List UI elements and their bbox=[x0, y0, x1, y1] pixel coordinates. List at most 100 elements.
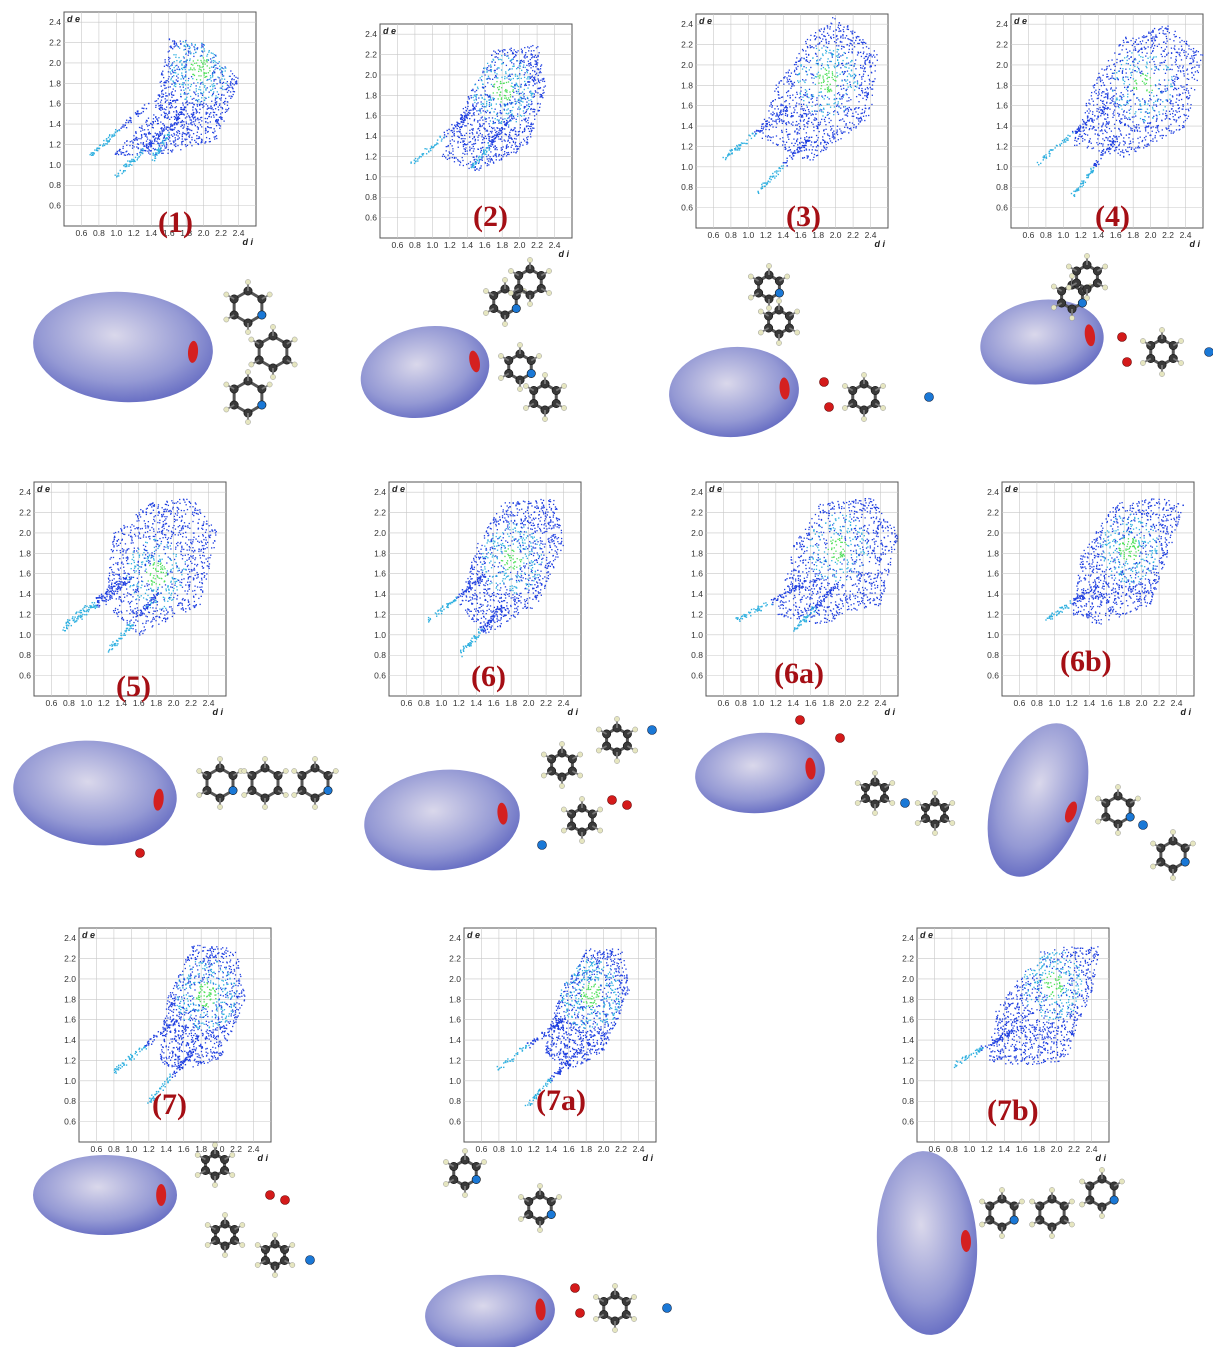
fingerprint-point bbox=[504, 53, 506, 55]
fingerprint-point bbox=[183, 57, 185, 59]
fingerprint-point bbox=[419, 155, 421, 158]
fingerprint-point bbox=[1182, 104, 1184, 106]
fingerprint-point bbox=[189, 50, 191, 52]
fingerprint-point bbox=[1117, 78, 1119, 80]
fingerprint-point bbox=[159, 142, 162, 144]
fingerprint-point bbox=[523, 114, 525, 117]
fingerprint-point bbox=[731, 152, 733, 154]
fingerprint-point bbox=[194, 108, 197, 110]
fingerprint-point bbox=[517, 148, 520, 150]
fingerprint-point bbox=[120, 127, 122, 129]
fingerprint-point bbox=[161, 72, 163, 74]
fingerprint-point bbox=[863, 57, 865, 59]
fingerprint-point bbox=[202, 65, 204, 68]
fingerprint-point bbox=[126, 150, 128, 152]
fingerprint-point bbox=[511, 68, 513, 70]
fingerprint-point bbox=[164, 112, 166, 115]
fingerprint-point bbox=[812, 94, 814, 96]
fingerprint-point bbox=[516, 75, 519, 77]
fingerprint-point bbox=[169, 125, 172, 127]
fingerprint-point bbox=[522, 138, 525, 140]
fingerprint-point bbox=[484, 135, 487, 137]
fingerprint-point bbox=[148, 133, 150, 135]
fingerprint-point bbox=[477, 139, 479, 141]
fingerprint-point bbox=[844, 79, 846, 81]
fingerprint-point bbox=[1200, 59, 1202, 62]
fingerprint-point bbox=[177, 116, 180, 118]
fingerprint-point bbox=[537, 92, 539, 94]
fingerprint-point bbox=[201, 66, 203, 68]
fingerprint-point bbox=[810, 46, 812, 48]
fingerprint-point bbox=[1123, 83, 1125, 85]
fingerprint-point bbox=[822, 66, 825, 69]
fingerprint-point bbox=[526, 64, 528, 67]
fingerprint-point bbox=[515, 118, 517, 121]
fingerprint-point bbox=[760, 130, 762, 132]
fingerprint-point bbox=[842, 28, 844, 31]
fingerprint-point bbox=[537, 74, 539, 77]
fingerprint-point bbox=[463, 148, 465, 150]
fingerprint-point bbox=[1181, 67, 1184, 69]
fingerprint-point bbox=[483, 67, 485, 69]
fingerprint-point bbox=[499, 128, 501, 130]
fingerprint-point bbox=[1121, 59, 1123, 62]
fingerprint-point bbox=[811, 105, 813, 107]
fingerprint-point bbox=[201, 126, 203, 128]
fingerprint-point bbox=[217, 62, 219, 65]
fingerprint-point bbox=[1083, 129, 1085, 131]
fingerprint-point bbox=[208, 91, 210, 93]
y-tick-label: 1.6 bbox=[996, 101, 1008, 111]
fingerprint-point bbox=[1175, 121, 1177, 123]
fingerprint-point bbox=[485, 147, 488, 149]
fingerprint-point bbox=[170, 92, 173, 94]
fingerprint-point bbox=[1143, 82, 1145, 84]
fingerprint-point bbox=[1140, 56, 1142, 58]
fingerprint-point bbox=[481, 134, 483, 136]
fingerprint-point bbox=[787, 133, 789, 136]
fingerprint-point bbox=[1144, 101, 1146, 104]
fingerprint-point bbox=[831, 23, 833, 25]
fingerprint-point bbox=[836, 92, 839, 95]
fingerprint-point bbox=[781, 144, 784, 146]
fingerprint-point bbox=[195, 99, 198, 101]
fingerprint-point bbox=[507, 55, 509, 57]
fingerprint-point bbox=[132, 158, 135, 161]
fingerprint-point bbox=[160, 85, 162, 87]
fingerprint-point bbox=[181, 124, 183, 126]
fingerprint-point bbox=[846, 100, 848, 102]
fingerprint-point bbox=[204, 132, 207, 134]
fingerprint-point bbox=[1192, 61, 1194, 63]
fingerprint-point bbox=[1158, 29, 1160, 31]
fingerprint-point bbox=[178, 130, 180, 133]
fingerprint-point bbox=[1167, 28, 1169, 30]
fingerprint-point bbox=[1190, 103, 1192, 106]
fingerprint-point bbox=[1137, 145, 1140, 147]
fingerprint-point bbox=[818, 36, 820, 38]
fingerprint-point bbox=[1174, 61, 1176, 63]
fingerprint-point bbox=[195, 141, 197, 143]
fingerprint-point bbox=[510, 128, 512, 131]
fingerprint-point bbox=[524, 46, 526, 49]
fingerprint-point bbox=[165, 80, 167, 82]
fingerprint-point bbox=[792, 115, 794, 117]
fingerprint-point bbox=[166, 126, 168, 128]
fingerprint-point bbox=[774, 120, 776, 122]
fingerprint-point bbox=[1150, 37, 1152, 40]
fingerprint-point bbox=[1096, 82, 1098, 85]
fingerprint-point bbox=[197, 127, 200, 129]
fingerprint-point bbox=[825, 50, 828, 52]
fingerprint-point bbox=[115, 152, 117, 154]
fingerprint-point bbox=[189, 142, 192, 144]
fingerprint-point bbox=[520, 62, 522, 64]
fingerprint-point bbox=[814, 32, 817, 34]
fingerprint-point bbox=[488, 69, 490, 72]
fingerprint-point bbox=[213, 70, 215, 72]
fingerprint-point bbox=[481, 86, 484, 88]
fingerprint-point bbox=[816, 103, 818, 105]
fingerprint-point bbox=[806, 122, 808, 124]
fingerprint-point bbox=[149, 133, 151, 135]
fingerprint-point bbox=[534, 82, 536, 85]
fingerprint-point bbox=[1115, 106, 1117, 108]
fingerprint-point bbox=[1178, 110, 1180, 113]
fingerprint-point bbox=[103, 144, 106, 147]
